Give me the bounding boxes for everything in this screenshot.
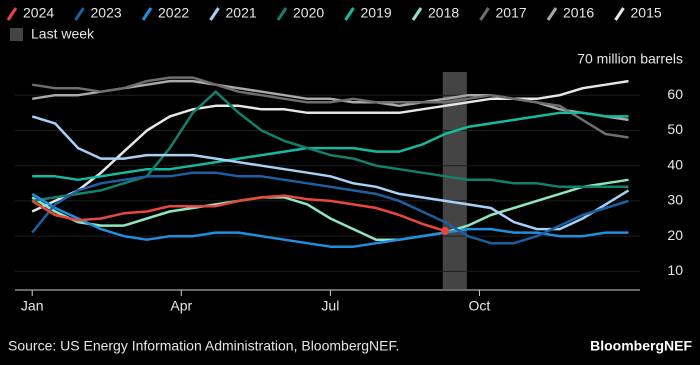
series-line <box>31 115 630 231</box>
series-line <box>31 171 629 245</box>
latest-point <box>441 226 450 235</box>
legend-swatch <box>411 7 423 21</box>
legend-label: 2017 <box>496 5 527 21</box>
legend-swatch <box>344 7 355 21</box>
y-tick-label: 30 <box>667 192 683 208</box>
y-tick-label: 10 <box>667 262 683 278</box>
series-line <box>31 79 629 213</box>
legend-label: 2016 <box>563 5 594 21</box>
series-line <box>31 194 446 233</box>
x-tick-label: Oct <box>469 298 491 314</box>
y-tick-label: 60 <box>667 86 683 102</box>
x-tick-label: Apr <box>170 298 192 314</box>
x-tick-label: Jul <box>321 298 339 314</box>
legend-label: 2022 <box>158 5 189 21</box>
legend-swatch <box>6 7 18 21</box>
y-tick-label: 50 <box>667 121 683 137</box>
source-note: Source: US Energy Information Administra… <box>8 338 399 354</box>
legend-swatch <box>479 7 490 21</box>
highlight-band <box>442 72 467 289</box>
series-line <box>31 178 629 241</box>
series-line <box>32 76 629 139</box>
legend-swatch <box>276 7 288 21</box>
legend-label: 2018 <box>428 5 459 21</box>
y-tick-label: 20 <box>667 227 683 243</box>
series-line <box>32 79 629 122</box>
legend-swatch <box>614 7 625 21</box>
y-tick-label: 70 million barrels <box>577 51 683 67</box>
legend-label: 2024 <box>23 5 54 21</box>
legend-swatch <box>10 28 23 41</box>
legend-label: 2020 <box>293 5 324 21</box>
legend-label: Last week <box>31 26 95 42</box>
series-line <box>32 90 629 203</box>
legend-swatch <box>209 7 220 21</box>
y-tick-label: 40 <box>667 156 683 172</box>
series-line <box>31 192 629 248</box>
legend-swatch <box>74 7 85 21</box>
legend-swatch <box>546 7 558 21</box>
legend-label: 2023 <box>91 5 122 21</box>
legend-label: 2019 <box>361 5 392 21</box>
series-line <box>32 111 629 182</box>
legend-label: 2015 <box>631 5 662 21</box>
x-tick-label: Jan <box>21 298 44 314</box>
legend-swatch <box>141 7 153 21</box>
legend-label: 2021 <box>226 5 257 21</box>
credit-logo: BloombergNEF <box>590 338 692 354</box>
